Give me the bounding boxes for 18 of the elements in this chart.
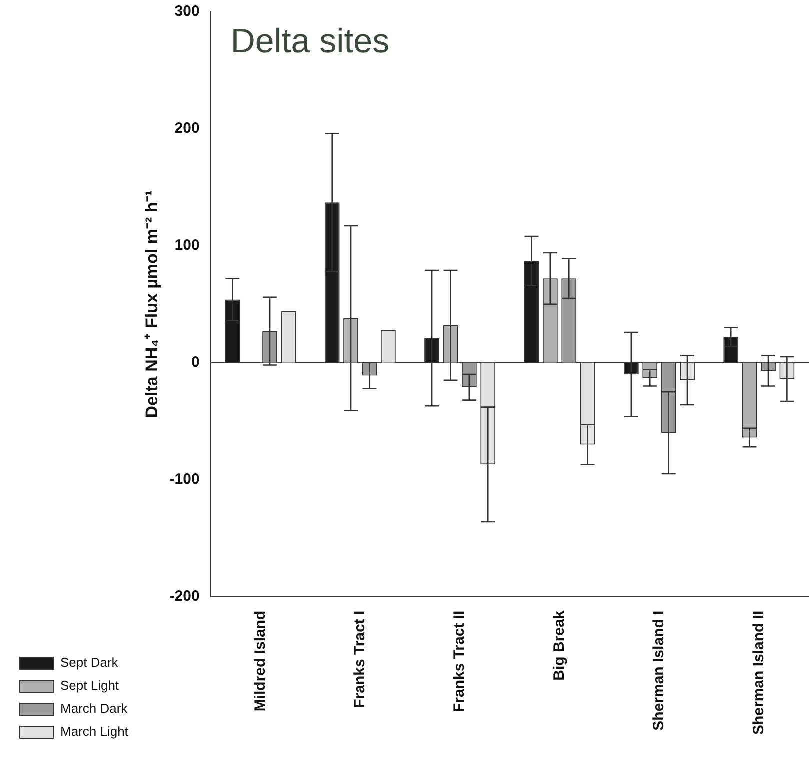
y-tick-label: 200	[174, 120, 200, 138]
x-tick-label: Sherman Island I	[650, 610, 668, 731]
x-tick-label: Sherman Island II	[750, 610, 768, 736]
y-tick-label: -200	[170, 588, 200, 605]
x-tick-label: Mildred Island	[252, 610, 269, 712]
x-tick-label: Franks Tract I	[352, 610, 369, 708]
x-tick-label: Big Break	[550, 610, 568, 681]
y-axis-title: Delta NH₄⁺ Flux µmol m⁻² h⁻¹	[142, 190, 162, 418]
y-tick-label: 300	[174, 3, 200, 20]
chart-title: Delta sites	[230, 22, 390, 60]
y-tick-label: 0	[192, 354, 200, 372]
legend-label: Sept Light	[60, 678, 120, 694]
x-tick-label: Franks Tract II	[451, 610, 468, 713]
y-tick-label: 100	[174, 237, 200, 254]
y-tick-label: -100	[170, 470, 200, 488]
legend-label: March Dark	[60, 701, 128, 716]
legend-label: Sept Dark	[60, 655, 119, 670]
legend-label: March Light	[60, 724, 129, 740]
